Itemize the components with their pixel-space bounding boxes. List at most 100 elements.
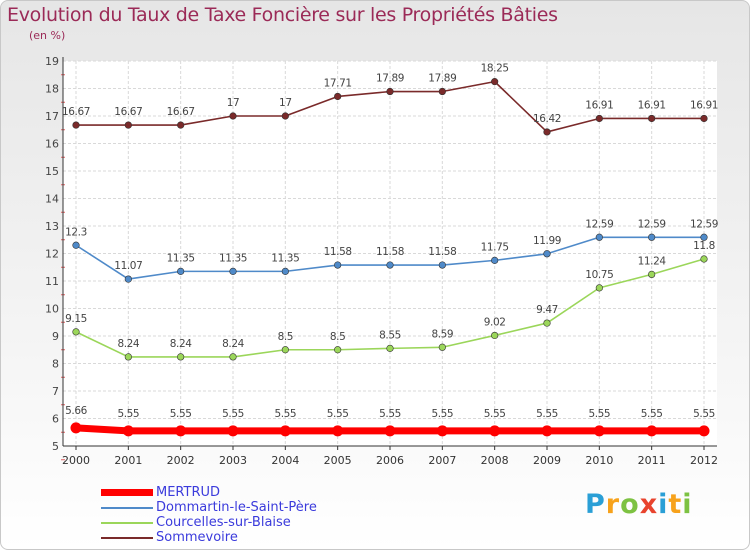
data-label: 16.67 <box>62 106 90 118</box>
y-tick-label: 13 <box>45 220 59 233</box>
legend-swatch <box>101 521 153 524</box>
data-label: 16.91 <box>585 99 613 111</box>
data-point <box>72 121 80 129</box>
y-tick-label: 11 <box>45 275 59 288</box>
data-label: 8.24 <box>117 338 139 350</box>
y-tick-label: 12 <box>45 248 59 261</box>
legend: MERTRUD Dommartin-le-Saint-Père Courcelles… <box>101 485 317 545</box>
data-label: 16.91 <box>690 99 718 111</box>
data-label: 9.47 <box>536 304 558 316</box>
data-point <box>438 261 446 269</box>
x-tick-label: 2012 <box>690 454 718 467</box>
data-label: 5.55 <box>484 408 506 420</box>
data-label: 16.67 <box>167 106 195 118</box>
data-point <box>648 233 656 241</box>
data-label: 9.02 <box>484 316 506 328</box>
x-tick-label: 2003 <box>219 454 247 467</box>
data-label: 5.66 <box>65 405 87 417</box>
data-label: 16.91 <box>638 99 666 111</box>
data-point <box>229 112 237 120</box>
logo-letter: o <box>620 489 640 520</box>
y-tick-label: 18 <box>45 83 59 96</box>
data-point <box>72 241 80 249</box>
data-point <box>281 267 289 275</box>
data-point <box>281 112 289 120</box>
data-point <box>595 114 603 123</box>
data-point <box>70 422 82 434</box>
data-label: 5.55 <box>170 408 192 420</box>
legend-swatch <box>101 489 153 496</box>
logo-letter: r <box>605 489 621 520</box>
data-label: 17 <box>227 97 240 109</box>
data-point <box>595 233 603 241</box>
data-label: 5.55 <box>327 408 349 420</box>
data-point <box>491 256 499 264</box>
data-point <box>124 121 132 129</box>
data-point <box>543 128 551 136</box>
data-label: 8.5 <box>330 331 346 343</box>
data-label: 8.55 <box>379 329 401 341</box>
legend-swatch <box>101 506 153 509</box>
x-tick-label: 2004 <box>271 454 299 467</box>
y-tick-label: 7 <box>52 385 59 398</box>
data-label: 8.5 <box>278 331 294 343</box>
y-tick-label: 17 <box>45 110 59 123</box>
y-tick-label: 8 <box>52 358 59 371</box>
data-label: 11.24 <box>638 255 667 267</box>
data-label: 5.55 <box>274 408 296 420</box>
data-label: 8.24 <box>170 338 192 350</box>
data-point <box>648 270 656 279</box>
data-point <box>489 425 501 437</box>
data-label: 5.55 <box>693 408 715 420</box>
data-point <box>438 87 446 96</box>
x-tick-label: 2011 <box>638 454 666 467</box>
data-point <box>386 261 394 269</box>
data-point <box>595 284 603 292</box>
data-point <box>648 114 656 123</box>
data-label: 11.35 <box>271 252 299 264</box>
data-point <box>491 331 499 340</box>
chart-title: Evolution du Taux de Taxe Foncière sur l… <box>7 4 558 26</box>
data-label: 11.58 <box>428 246 456 258</box>
data-label: 11.75 <box>481 241 509 253</box>
x-tick-label: 2006 <box>376 454 404 467</box>
data-label: 8.59 <box>431 328 453 340</box>
data-point <box>700 233 708 241</box>
data-label: 11.35 <box>219 252 247 264</box>
data-point <box>122 425 134 437</box>
data-point <box>124 353 132 361</box>
data-label: 18.25 <box>481 63 509 75</box>
data-point <box>229 353 237 361</box>
y-tick-label: 10 <box>45 303 59 316</box>
data-label: 17.89 <box>376 73 404 85</box>
legend-swatch <box>101 536 153 539</box>
y-tick-label: 5 <box>52 440 59 453</box>
legend-label: MERTRUD <box>156 485 221 500</box>
data-point <box>543 319 551 327</box>
logo-letter: t <box>668 489 683 520</box>
data-label: 11.58 <box>376 246 404 258</box>
x-tick-label: 2005 <box>324 454 352 467</box>
data-point <box>281 346 289 354</box>
data-point <box>177 353 185 361</box>
data-point <box>700 255 708 263</box>
data-label: 12.59 <box>690 218 718 230</box>
logo-letter: P <box>585 489 606 520</box>
unit-label: (en %) <box>29 29 66 42</box>
data-label: 12.59 <box>585 218 613 230</box>
data-label: 5.55 <box>117 408 139 420</box>
data-label: 16.42 <box>533 113 561 125</box>
data-point <box>543 250 551 258</box>
x-tick-label: 2008 <box>481 454 509 467</box>
x-tick-label: 2010 <box>585 454 613 467</box>
legend-item: Dommartin-le-Saint-Père <box>101 500 317 515</box>
x-tick-label: 2001 <box>114 454 142 467</box>
legend-label: Courcelles-sur-Blaise <box>156 515 291 530</box>
y-tick-label: 9 <box>52 330 59 343</box>
data-point <box>436 425 448 437</box>
data-label: 10.75 <box>585 269 613 281</box>
y-tick-label: 19 <box>45 55 59 68</box>
legend-item: MERTRUD <box>101 485 317 500</box>
data-point <box>384 425 396 437</box>
data-label: 12.3 <box>65 226 87 238</box>
